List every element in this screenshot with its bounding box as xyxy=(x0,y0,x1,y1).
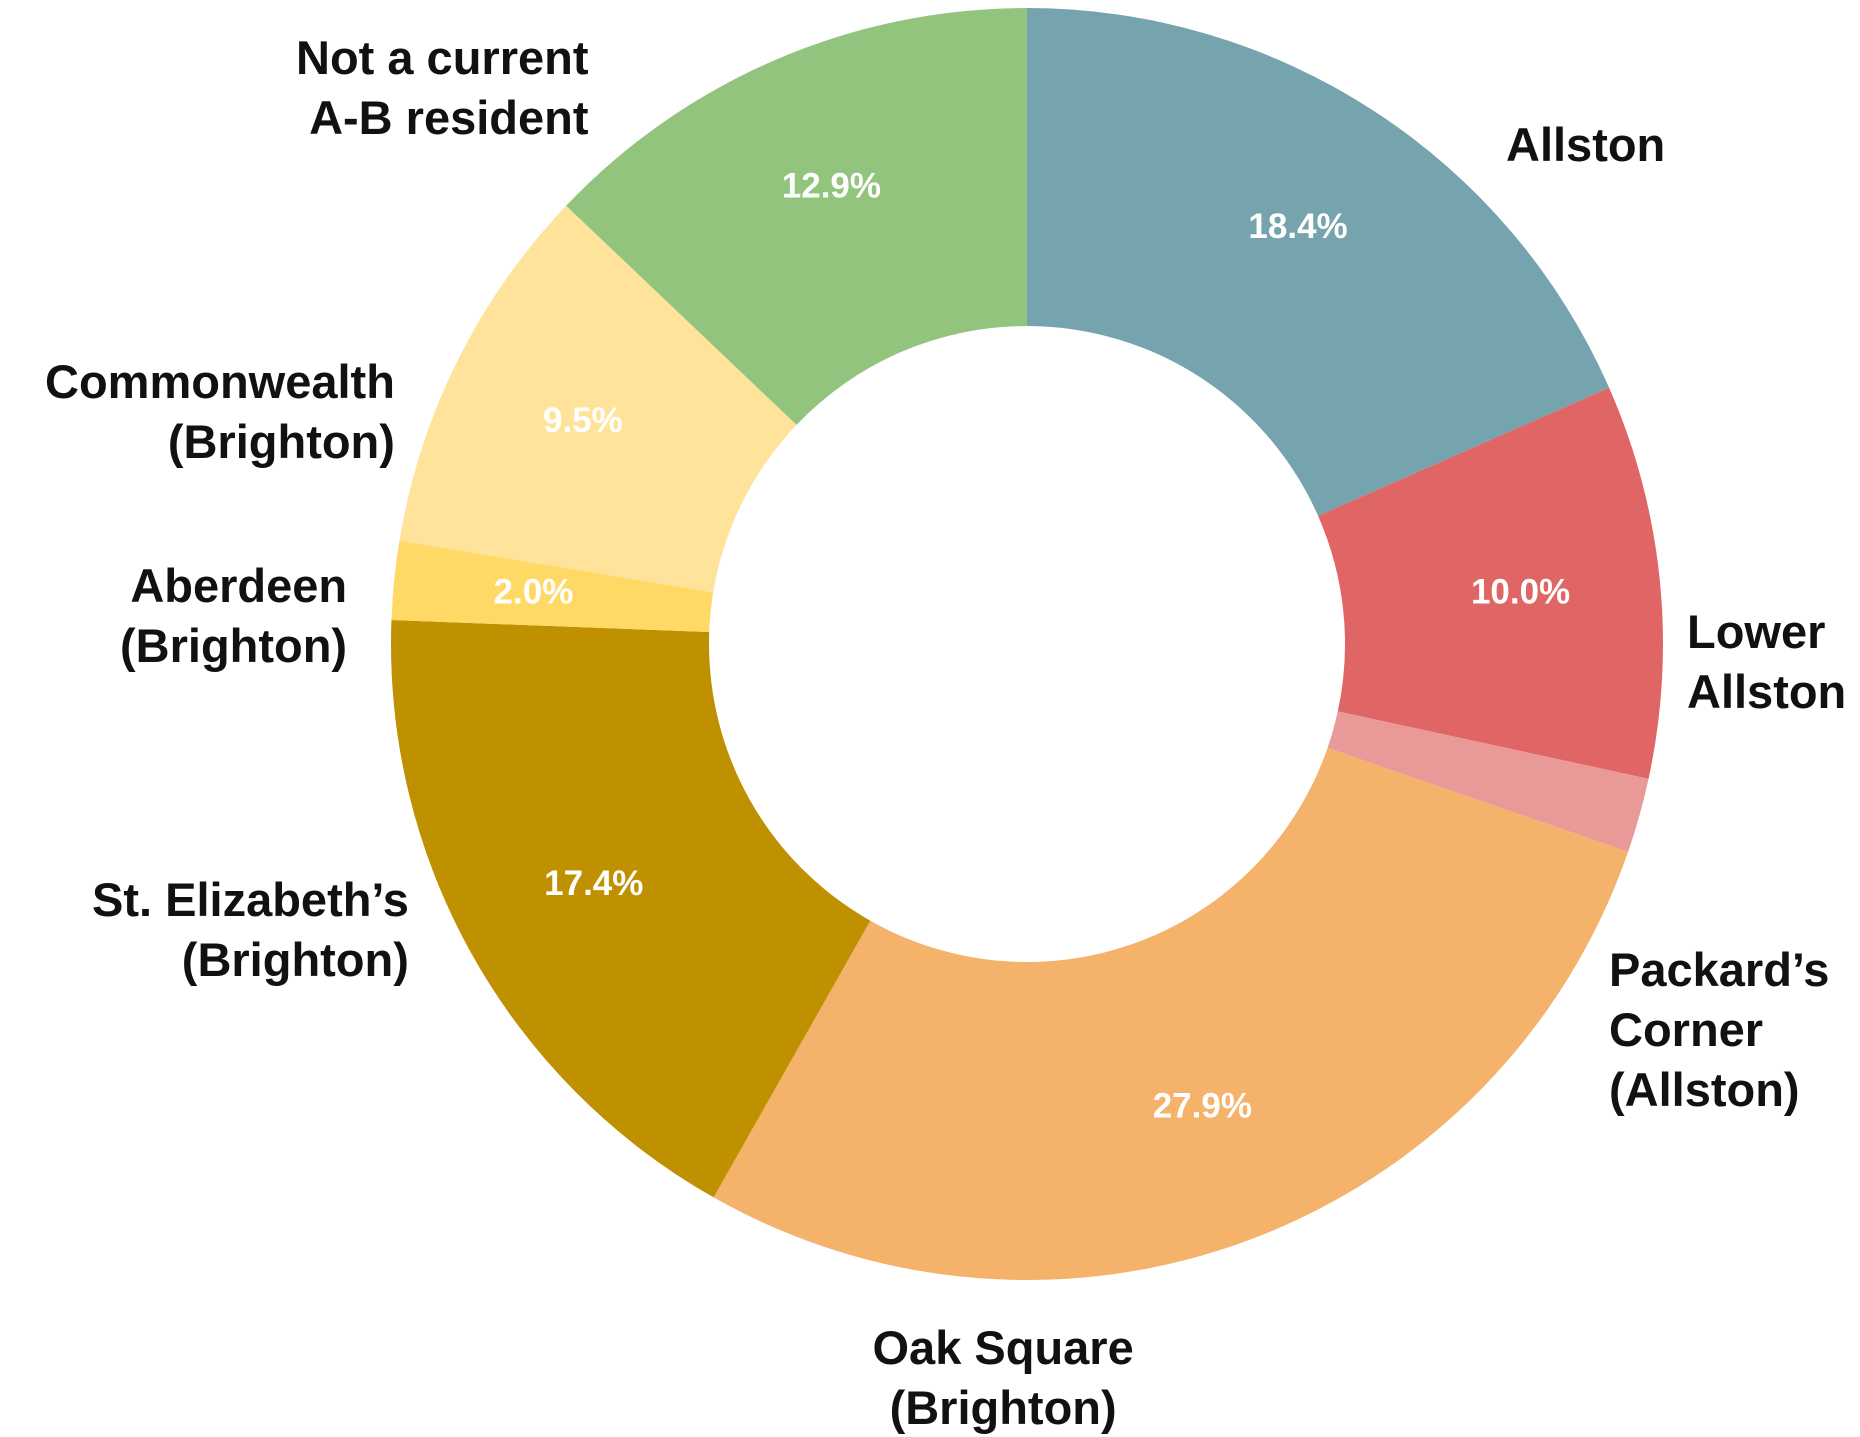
category-label: Lower Allston xyxy=(1687,605,1847,718)
value-label: 9.5% xyxy=(543,401,623,440)
value-label: 17.4% xyxy=(544,864,643,903)
value-label: 18.4% xyxy=(1248,207,1347,246)
category-label: Packard’s Corner (Allston) xyxy=(1609,943,1830,1116)
category-label: St. Elizabeth’s (Brighton) xyxy=(92,873,409,986)
value-label: 27.9% xyxy=(1153,1086,1252,1125)
value-label: 12.9% xyxy=(782,166,881,205)
category-label: Aberdeen (Brighton) xyxy=(120,559,348,672)
donut-slice xyxy=(391,540,714,633)
donut-slice xyxy=(399,205,797,593)
category-label: Oak Square (Brighton) xyxy=(872,1321,1134,1434)
donut-slice xyxy=(713,747,1629,1280)
category-label: Commonwealth (Brighton) xyxy=(45,355,395,468)
donut-slice xyxy=(1027,8,1610,516)
category-label: Not a current A-B resident xyxy=(296,31,589,144)
value-label: 2.0% xyxy=(494,572,574,611)
donut-slice xyxy=(1318,387,1663,779)
donut-slice xyxy=(390,620,871,1198)
donut-slice xyxy=(566,8,1027,425)
donut-slice xyxy=(1327,711,1649,852)
value-label: 10.0% xyxy=(1471,572,1570,611)
category-label: Allston xyxy=(1506,118,1666,171)
